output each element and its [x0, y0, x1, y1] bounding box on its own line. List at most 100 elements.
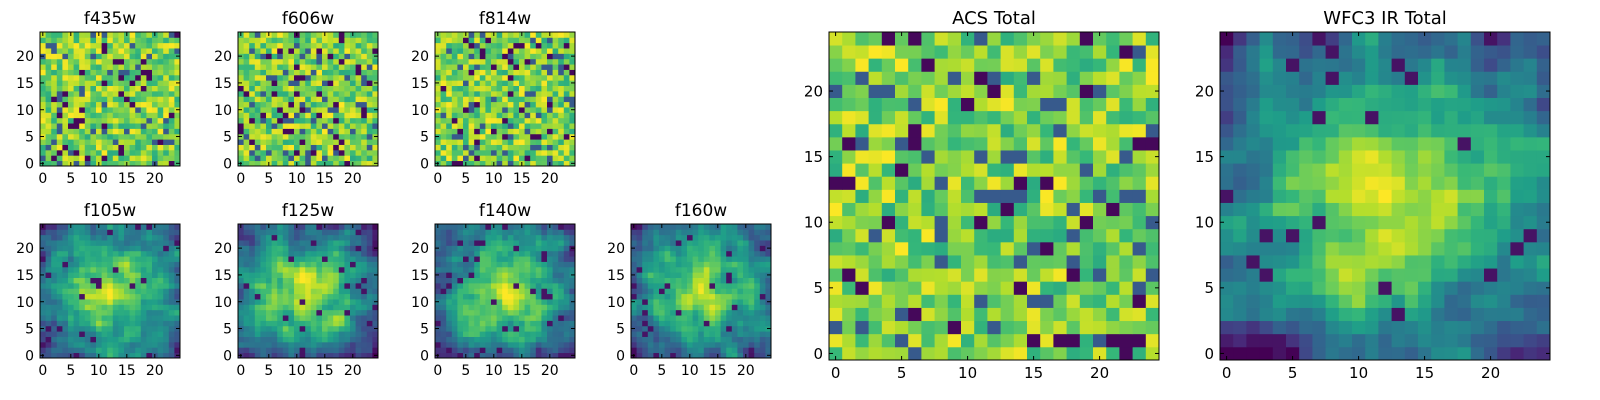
heatmap-cell: [344, 341, 351, 348]
heatmap-cell: [260, 240, 267, 246]
heatmap-cell: [260, 331, 267, 337]
heatmap-cell: [496, 304, 503, 311]
heatmap-cell: [692, 325, 699, 332]
heatmap-cell: [51, 69, 58, 76]
heatmap-cell: [73, 336, 80, 343]
heatmap-cell: [73, 266, 80, 273]
heatmap-cell: [40, 58, 46, 65]
heatmap-cell: [90, 282, 97, 289]
heatmap-cell: [288, 80, 295, 86]
heatmap-cell: [558, 347, 565, 354]
heatmap-cell: [737, 224, 744, 230]
heatmap-cell: [563, 240, 570, 246]
heatmap-cell: [288, 229, 295, 236]
heatmap-cell: [135, 309, 142, 316]
heatmap-cell: [238, 155, 244, 162]
heatmap-cell: [446, 48, 453, 54]
heatmap-cell: [1066, 320, 1081, 335]
heatmap-cell: [1145, 333, 1160, 348]
heatmap-cell: [513, 325, 520, 332]
heatmap-cell: [653, 320, 660, 327]
heatmap-cell: [124, 331, 130, 337]
heatmap-cell: [842, 176, 856, 190]
heatmap-cell: [68, 58, 74, 65]
heatmap-cell: [266, 101, 272, 108]
heatmap-cell: [485, 336, 492, 343]
heatmap-cell: [84, 309, 91, 316]
heatmap-cell: [322, 341, 328, 348]
heatmap-cell: [737, 277, 744, 284]
heatmap-cell: [451, 234, 458, 241]
heatmap-cell: [1093, 333, 1107, 348]
heatmap-cell: [350, 149, 356, 156]
heatmap-cell: [333, 58, 340, 65]
heatmap-cell: [260, 155, 267, 162]
heatmap-cell: [485, 309, 492, 316]
heatmap-cell: [987, 202, 1001, 217]
heatmap-cell: [502, 325, 509, 332]
heatmap-cell: [174, 256, 181, 262]
heatmap-cell: [152, 347, 158, 354]
heatmap-cell: [266, 53, 272, 60]
heatmap-cell: [474, 250, 481, 257]
heatmap-cell: [569, 58, 576, 65]
heatmap-cell: [277, 58, 284, 65]
heatmap-cell: [457, 336, 464, 343]
heatmap-cell: [140, 139, 147, 145]
heatmap-cell: [68, 96, 74, 103]
heatmap-cell: [563, 128, 570, 135]
heatmap-cell: [254, 80, 261, 86]
heatmap-cell: [73, 128, 80, 135]
heatmap-cell: [440, 261, 447, 268]
heatmap-cell: [40, 139, 46, 145]
heatmap-cell: [260, 139, 267, 145]
heatmap-cell: [288, 331, 295, 337]
heatmap-cell: [56, 144, 63, 151]
heatmap-cell: [260, 48, 267, 54]
heatmap-cell: [485, 160, 492, 167]
heatmap-cell: [541, 245, 548, 252]
heatmap-cell: [479, 123, 486, 129]
heatmap-cell: [474, 101, 481, 108]
heatmap-cell: [294, 149, 300, 156]
heatmap-cell: [440, 234, 447, 241]
heatmap-cell: [294, 315, 300, 321]
heatmap-cell: [558, 320, 565, 327]
heatmap-cell: [344, 256, 351, 262]
heatmap-cell: [947, 346, 962, 361]
heatmap-cell: [507, 90, 514, 97]
heatmap-cell: [535, 341, 542, 348]
heatmap-cell: [68, 64, 74, 70]
heatmap-cell: [344, 42, 351, 49]
heatmap-cell: [62, 155, 69, 162]
heatmap-cell: [294, 112, 300, 119]
heatmap-cell: [463, 240, 469, 246]
heatmap-cell: [530, 304, 537, 311]
heatmap-cell: [350, 90, 356, 97]
heatmap-cell: [435, 69, 441, 76]
heatmap-cell: [558, 352, 565, 359]
heatmap-cell: [140, 341, 147, 348]
heatmap-cell: [333, 272, 340, 278]
heatmap-cell: [316, 288, 323, 295]
heatmap-cell: [56, 299, 63, 305]
heatmap-cell: [327, 107, 334, 113]
heatmap-cell: [513, 123, 520, 129]
heatmap-cell: [277, 80, 284, 86]
heatmap-cell: [468, 42, 475, 49]
heatmap-cell: [327, 304, 334, 311]
heatmap-cell: [895, 268, 909, 282]
heatmap-cell: [277, 277, 284, 284]
heatmap-cell: [468, 282, 475, 289]
heatmap-cell: [855, 241, 869, 256]
heatmap-cell: [299, 80, 306, 86]
heatmap-cell: [107, 245, 114, 252]
heatmap-cell: [547, 101, 553, 108]
heatmap-cell: [40, 315, 46, 321]
heatmap-cell: [310, 42, 317, 49]
heatmap-cell: [468, 266, 475, 273]
heatmap-cell: [765, 250, 772, 257]
heatmap-cell: [1066, 202, 1081, 217]
heatmap-cell: [881, 294, 896, 308]
